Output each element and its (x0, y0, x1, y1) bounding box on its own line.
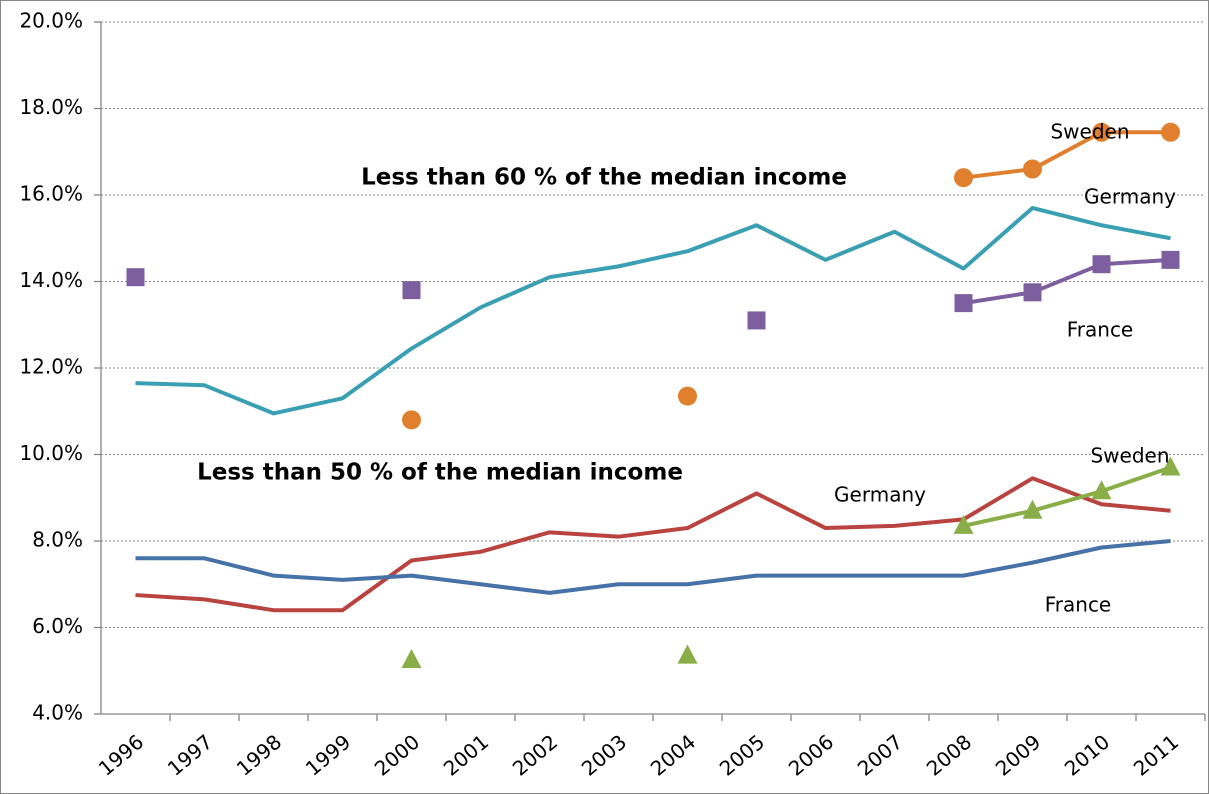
marker (954, 294, 973, 313)
marker (677, 644, 698, 664)
series-line (963, 257, 1171, 306)
y-tick-label: 12.0% (19, 355, 83, 379)
y-tick-label: 18.0% (19, 95, 83, 119)
y-tick-label: 6.0% (32, 614, 83, 638)
series-label: Sweden (1050, 120, 1129, 144)
series-label: Germany (834, 483, 926, 507)
marker (1023, 159, 1042, 179)
marker (1022, 499, 1043, 519)
marker (1160, 456, 1181, 476)
marker (954, 168, 973, 188)
marker (402, 281, 421, 300)
marker (126, 268, 145, 287)
annotation-text: Less than 50 % of the median income (197, 460, 683, 486)
marker (401, 648, 422, 668)
marker (1161, 122, 1180, 142)
series-label: France (1067, 318, 1134, 342)
marker (953, 514, 974, 534)
series-label: Sweden (1090, 444, 1169, 468)
series-label: Germany (1084, 185, 1176, 209)
y-tick-label: 20.0% (19, 9, 83, 33)
y-tick-label: 14.0% (19, 268, 83, 292)
annotation: Less than 50 % of the median income (189, 455, 691, 490)
series-line (135, 539, 1171, 595)
annotation-background (189, 455, 691, 490)
series-line (963, 130, 1171, 180)
marker (678, 386, 697, 406)
y-tick-label: 4.0% (32, 701, 83, 725)
marker (1023, 283, 1042, 302)
annotation-background (353, 160, 855, 195)
marker (1092, 255, 1111, 274)
marker (402, 410, 421, 430)
y-tick-label: 10.0% (19, 441, 83, 465)
series-line (135, 476, 1171, 613)
marker (1091, 480, 1112, 500)
y-tick-label: 8.0% (32, 528, 83, 552)
marker (1161, 250, 1180, 269)
series-line (135, 205, 1171, 416)
y-tick-label: 16.0% (19, 182, 83, 206)
series-label: France (1045, 593, 1112, 617)
marker (1092, 122, 1111, 142)
annotation-text: Less than 60 % of the median income (361, 165, 847, 191)
marker (747, 311, 766, 330)
annotation: Less than 60 % of the median income (353, 160, 855, 195)
series-line (963, 465, 1172, 528)
